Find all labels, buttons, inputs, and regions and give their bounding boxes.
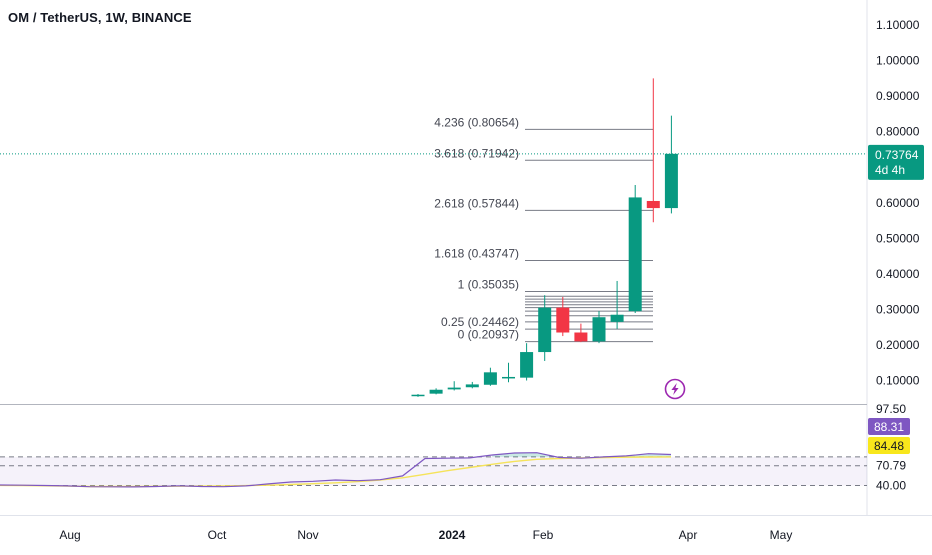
price-tick-label: 0.80000 [876,125,920,139]
rsi-value-badge [868,418,910,435]
fib-level-label: 0 (0.20937) [458,328,519,342]
candle-body [664,153,678,209]
rsi-tick-label: 40.00 [876,479,906,493]
time-tick-label: Apr [679,528,698,542]
fib-level-label: 4.236 (0.80654) [434,115,519,129]
chart-title: OM / TetherUS, 1W, BINANCE [8,10,192,25]
candle-body [502,376,515,379]
last-price-countdown: 4d 4h [875,163,905,177]
price-tick-label: 0.50000 [876,231,920,245]
price-axis[interactable]: 1.10000 1.00000 0.90000 0.80000 0.60000 0.500… [876,18,920,388]
last-price-value: 0.73764 [875,148,919,162]
candle-body [592,317,606,342]
time-tick-label: 2024 [439,528,466,542]
candle-body [520,352,534,378]
last-price-badge [868,144,924,180]
price-tick-label: 1.10000 [876,18,920,32]
price-tick-label: 0.60000 [876,196,920,210]
time-axis[interactable]: Aug Oct Nov 2024 Feb Apr May [59,528,792,542]
candle-body [483,372,497,385]
time-tick-label: May [770,528,793,542]
fib-level-label: 0.25 (0.24462) [441,315,519,329]
price-tick-label: 0.90000 [876,89,920,103]
candle-body [610,314,624,322]
price-tick-label: 0.30000 [876,302,920,316]
time-tick-label: Oct [208,528,227,542]
candle-body [538,307,552,353]
fib-level-label: 3.618 (0.71942) [434,146,519,160]
price-tick-label: 0.10000 [876,374,920,388]
candle-body [411,394,425,397]
price-tick-label: 0.40000 [876,267,920,281]
rsi-ma-badge [868,437,910,454]
time-tick-label: Aug [59,528,80,542]
candle-body [556,307,570,333]
rsi-axis: 97.50 70.79 40.00 88.31 84.48 [868,402,910,493]
lightning-bolt-icon[interactable] [664,378,686,400]
rsi-value-badge-text: 88.31 [874,420,904,434]
candle-body [465,384,479,388]
rsi-tick-label: 70.79 [876,459,906,473]
candle-body [447,387,461,390]
rsi-line [0,452,672,488]
candle-body [646,200,660,209]
rsi-band [0,456,867,486]
fib-level-label: 1 (0.35035) [458,278,519,292]
fib-level-label: 2.618 (0.57844) [434,196,519,210]
rsi-overbought-fill [492,452,671,457]
rsi-ma-badge-text: 84.48 [874,439,904,453]
rsi-pane [0,452,867,488]
fibonacci-retracement[interactable]: 4.236 (0.80654) 3.618 (0.71942) 2.618 (0.5… [434,115,653,343]
time-tick-label: Feb [533,528,554,542]
candle-body [628,197,642,312]
price-tick-label: 0.20000 [876,338,920,352]
time-tick-label: Nov [297,528,318,542]
candlestick-series [411,78,678,397]
fib-level-label: 1.618 (0.43747) [434,247,519,261]
rsi-tick-label: 97.50 [876,402,906,416]
candle-body [429,389,443,394]
price-tick-label: 1.00000 [876,54,920,68]
candle-body [574,332,588,342]
